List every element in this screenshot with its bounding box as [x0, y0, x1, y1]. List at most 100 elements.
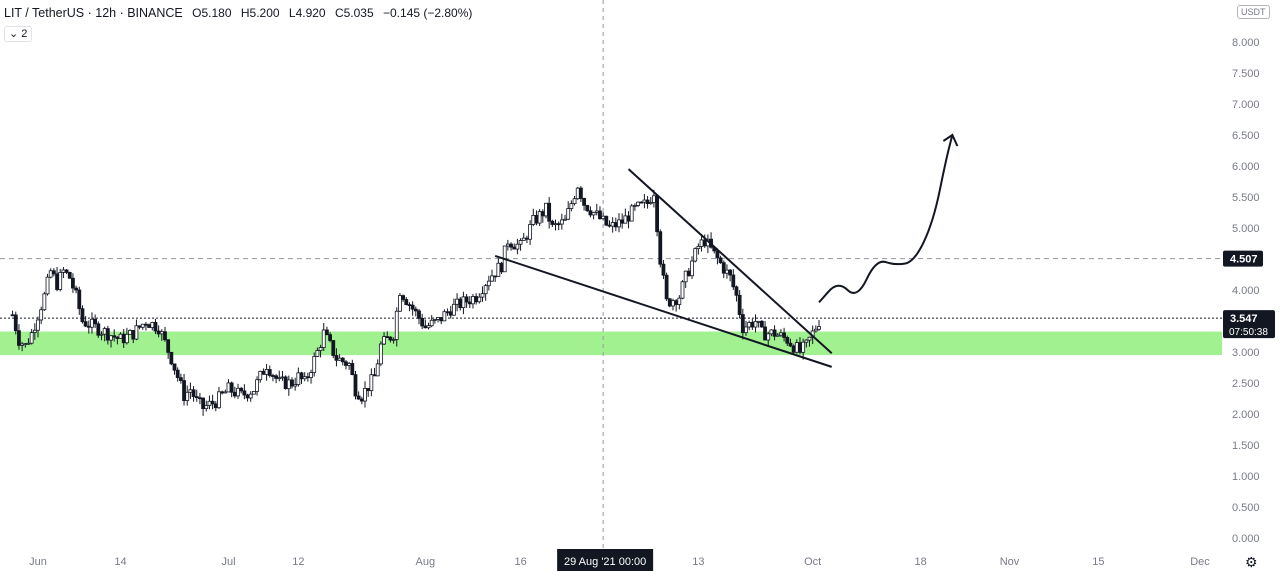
x-tick-label: 16: [514, 556, 526, 568]
candle-body: [29, 332, 34, 344]
candle-body: [550, 220, 555, 225]
candle-body: [150, 322, 155, 328]
candle-body: [159, 331, 164, 335]
x-tick-label: 13: [692, 556, 704, 568]
candle-body: [429, 319, 434, 327]
candle-body: [432, 319, 437, 321]
candle-body: [639, 201, 644, 204]
candle-body: [782, 332, 786, 338]
candle-body: [115, 336, 120, 339]
candle-body: [499, 262, 504, 273]
candle-body: [763, 326, 767, 341]
candle-body: [750, 322, 755, 328]
candle-body: [559, 219, 564, 225]
candle-body: [255, 379, 259, 392]
candle-body: [540, 211, 545, 217]
candle-body: [798, 342, 802, 353]
indicator-toggle-button[interactable]: ⌄ 2: [4, 26, 33, 42]
candle-body: [731, 274, 736, 288]
candle-body: [236, 387, 240, 397]
projection-arrowhead: [942, 133, 959, 147]
candle-body: [575, 187, 580, 200]
candle-body: [229, 382, 234, 393]
projection-curve: [818, 134, 954, 304]
candle-body: [156, 330, 161, 335]
candle-body: [528, 224, 533, 240]
high-value: 5.200: [249, 6, 280, 20]
candle-body: [42, 293, 47, 311]
candle-body: [772, 329, 777, 337]
candle-body: [274, 375, 279, 379]
candle-body: [458, 298, 463, 309]
candle-body: [569, 203, 574, 209]
candle-body: [477, 296, 482, 303]
x-tick-label: Jul: [221, 556, 235, 568]
candle-body: [350, 363, 355, 376]
candle-body: [553, 223, 558, 226]
candle-body: [620, 219, 625, 224]
candle-body: [579, 187, 583, 199]
candle-body: [725, 269, 729, 274]
candle-body: [258, 370, 263, 381]
candle-body: [271, 375, 275, 377]
x-tick-label: 12: [292, 556, 304, 568]
candle-body: [613, 222, 618, 228]
y-tick-label: 1.000: [1232, 471, 1260, 483]
time-axis: Jun 14 Jul 12 Aug 16 13 Oct 18 Nov 15 Dec 29 Aug '21…: [29, 549, 1210, 571]
candle-body: [759, 320, 764, 328]
support-zone: [0, 331, 1222, 356]
candle-body: [58, 271, 63, 290]
y-tick-label: 1.500: [1232, 440, 1260, 452]
candle-body: [105, 328, 110, 341]
y-tick-label: 7.500: [1232, 68, 1260, 80]
candle-body: [486, 280, 491, 287]
candle-body: [124, 333, 129, 344]
candle-body: [721, 262, 726, 274]
x-tick-label: Nov: [1000, 556, 1020, 568]
candle-body: [318, 347, 323, 351]
candle-body: [439, 317, 444, 322]
candle-body: [178, 377, 183, 381]
candle-body: [480, 293, 485, 298]
candle-body: [248, 393, 253, 399]
candle-body: [315, 350, 320, 357]
x-tick-label: 18: [914, 556, 926, 568]
settings-gear-icon[interactable]: ⚙: [1245, 554, 1258, 570]
candle-body: [775, 334, 780, 337]
candle-body: [794, 342, 799, 353]
symbol-title[interactable]: LIT / TetherUS · 12h · BINANCE: [4, 6, 183, 20]
candle-body: [788, 342, 793, 347]
candle-body: [175, 369, 180, 379]
candle-body: [804, 339, 809, 343]
candle-body: [677, 297, 682, 305]
candle-body: [648, 202, 653, 204]
price-label-4507-bg: [1223, 250, 1263, 267]
candle-body: [32, 329, 37, 333]
candle-body: [445, 311, 450, 314]
candle-body: [471, 296, 475, 305]
candle-body: [363, 388, 367, 402]
candle-body: [26, 342, 31, 345]
candle-body: [474, 296, 479, 303]
candle-body: [785, 337, 790, 344]
crosshair-date-label: 29 Aug '21 00:00: [564, 556, 646, 568]
candle-body: [325, 329, 329, 336]
candle-body: [604, 215, 609, 226]
candle-body: [598, 210, 602, 220]
y-tick-label: 7.000: [1232, 99, 1260, 111]
candle-body: [464, 296, 469, 303]
candle-body: [102, 328, 107, 335]
candle-body: [629, 205, 634, 222]
y-tick-label: 6.000: [1232, 161, 1260, 173]
candle-body: [718, 257, 723, 264]
candle-body: [423, 325, 428, 329]
currency-badge[interactable]: USDT: [1237, 5, 1270, 19]
candle-body: [483, 285, 488, 295]
candle-body: [299, 372, 304, 380]
candle-body: [636, 201, 640, 206]
candle-body: [340, 357, 345, 363]
candle-body: [328, 334, 332, 341]
low-label: L: [288, 6, 296, 20]
candle-body: [693, 248, 698, 262]
